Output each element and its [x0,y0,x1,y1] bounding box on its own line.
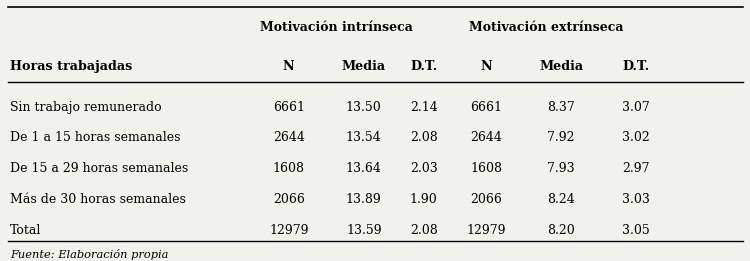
Text: Total: Total [10,224,41,237]
Text: 3.02: 3.02 [622,131,650,144]
Text: 2.08: 2.08 [410,131,437,144]
Text: N: N [283,60,295,73]
Text: N: N [480,60,492,73]
Text: 8.20: 8.20 [547,224,574,237]
Text: 6661: 6661 [470,100,502,114]
Text: 2.08: 2.08 [410,224,437,237]
Text: Media: Media [342,60,386,73]
Text: 1.90: 1.90 [410,193,437,206]
Text: 6661: 6661 [273,100,304,114]
Text: Motivación intrínseca: Motivación intrínseca [260,21,413,34]
Text: 2644: 2644 [273,131,304,144]
Text: 13.54: 13.54 [346,131,382,144]
Text: 2.97: 2.97 [622,162,650,175]
Text: Media: Media [539,60,583,73]
Text: De 15 a 29 horas semanales: De 15 a 29 horas semanales [10,162,188,175]
Text: Fuente: Elaboración propia: Fuente: Elaboración propia [10,249,168,260]
Text: Motivación extrínseca: Motivación extrínseca [469,21,623,34]
Text: D.T.: D.T. [410,60,437,73]
Text: 2.14: 2.14 [410,100,437,114]
Text: 13.50: 13.50 [346,100,382,114]
Text: De 1 a 15 horas semanales: De 1 a 15 horas semanales [10,131,180,144]
Text: Sin trabajo remunerado: Sin trabajo remunerado [10,100,161,114]
Text: 3.07: 3.07 [622,100,650,114]
Text: 7.93: 7.93 [548,162,574,175]
Text: 2066: 2066 [470,193,502,206]
Text: 2644: 2644 [470,131,502,144]
Text: 13.64: 13.64 [346,162,382,175]
Text: 13.89: 13.89 [346,193,382,206]
Text: 13.59: 13.59 [346,224,382,237]
Text: 3.05: 3.05 [622,224,650,237]
Text: D.T.: D.T. [622,60,650,73]
Text: 12979: 12979 [466,224,506,237]
Text: 3.03: 3.03 [622,193,650,206]
Text: 2.03: 2.03 [410,162,437,175]
Text: 8.24: 8.24 [547,193,574,206]
Text: 12979: 12979 [269,224,308,237]
Text: Más de 30 horas semanales: Más de 30 horas semanales [10,193,186,206]
Text: 7.92: 7.92 [548,131,574,144]
Text: 2066: 2066 [273,193,304,206]
Text: Horas trabajadas: Horas trabajadas [10,60,132,73]
Text: 1608: 1608 [273,162,304,175]
Text: 1608: 1608 [470,162,502,175]
Text: 8.37: 8.37 [547,100,574,114]
